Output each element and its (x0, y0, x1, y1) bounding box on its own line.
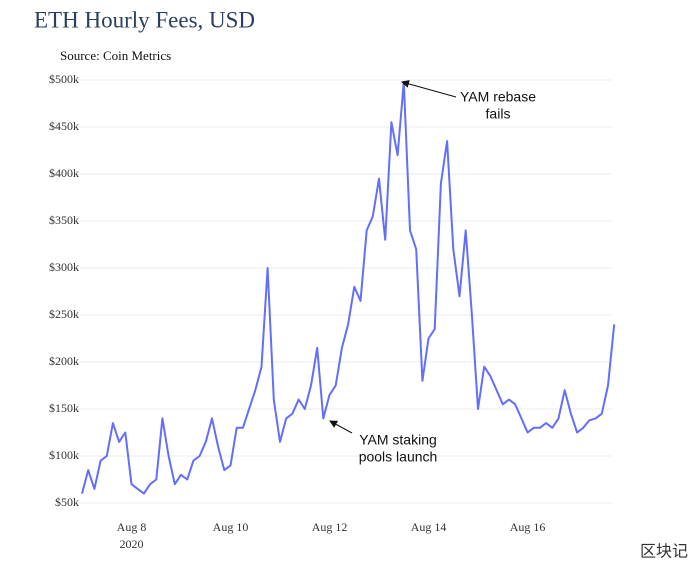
x-tick-label: Aug 10 (213, 520, 249, 534)
chart-subtitle: Source: Coin Metrics (60, 48, 171, 63)
x-tick-label: Aug 8 (117, 520, 147, 534)
y-tick-label: $50k (55, 495, 79, 509)
x-tick-label: Aug 16 (510, 520, 546, 534)
x-tick-label: Aug 12 (312, 520, 348, 534)
y-tick-label: $400k (49, 166, 79, 180)
y-tick-label: $250k (49, 307, 79, 321)
chart-title: ETH Hourly Fees, USD (34, 7, 255, 32)
y-tick-label: $350k (49, 213, 79, 227)
y-tick-label: $500k (49, 72, 79, 86)
annotation-arrow (401, 80, 457, 98)
annotation-arrow (329, 420, 353, 434)
y-tick-label: $150k (49, 401, 79, 415)
x-tick-label: Aug 14 (411, 520, 447, 534)
watermark: 区块记 (640, 542, 688, 561)
line-series (81, 80, 616, 495)
annotation-text: YAM staking (359, 432, 437, 448)
annotation-text: YAM rebase (460, 89, 536, 105)
y-tick-label: $100k (49, 448, 79, 462)
y-tick-label: $200k (49, 354, 79, 368)
x-year-label: 2020 (120, 537, 144, 551)
y-tick-label: $450k (49, 119, 79, 133)
annotation-text: fails (486, 106, 511, 122)
y-tick-label: $300k (49, 260, 79, 274)
annotation-text: pools launch (359, 449, 438, 465)
